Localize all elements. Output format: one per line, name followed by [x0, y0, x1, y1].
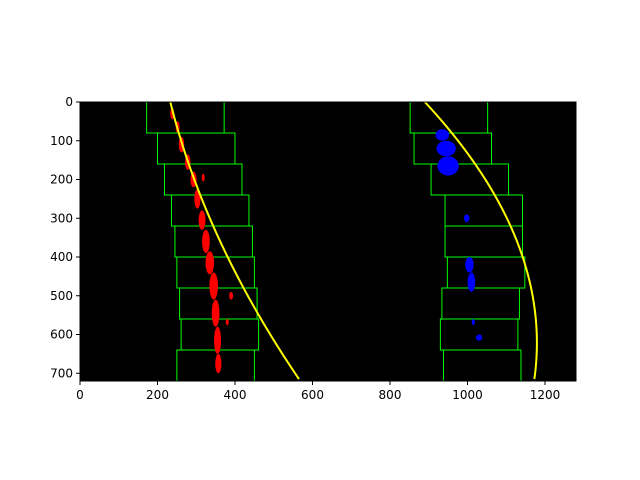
right-lane-pixel-blob [435, 129, 450, 141]
left-lane-pixel-blob [198, 210, 206, 230]
x-tick-label: 800 [379, 388, 402, 402]
x-tick-label: 400 [224, 388, 247, 402]
right-lane-pixel-blob [437, 156, 459, 176]
right-lane-pixel-blob [436, 140, 456, 157]
right-lane-pixel-blob [467, 272, 476, 292]
left-lane-pixel-blob [215, 353, 222, 374]
right-fit-line [424, 101, 538, 380]
x-tick-label: 200 [146, 388, 169, 402]
right-lane-pixel-blob [464, 214, 470, 223]
y-axis: 0 100 200 300 400 500 600 700 [50, 95, 80, 380]
y-tick-label: 700 [50, 366, 73, 380]
y-tick-label: 500 [50, 289, 73, 303]
left-lane-pixel-blob [209, 272, 218, 300]
x-tick-label: 1200 [530, 388, 561, 402]
right-lane-pixel-blob [476, 334, 483, 341]
axes-frame [79, 101, 577, 382]
left-lane-pixel-blob [225, 319, 229, 326]
fit-lines-layer [169, 101, 538, 380]
left-fit-line [169, 101, 300, 380]
y-tick-label: 600 [50, 328, 73, 342]
left-lane-pixel-blob [201, 173, 205, 182]
y-tick-label: 200 [50, 173, 73, 187]
right-lane-pixel-blob [471, 319, 475, 326]
y-tick-label: 0 [65, 95, 73, 109]
plot-area [80, 101, 576, 382]
y-tick-label: 400 [50, 250, 73, 264]
y-tick-label: 100 [50, 134, 73, 148]
x-tick-label: 0 [76, 388, 84, 402]
left-lane-pixel-blob [214, 326, 222, 354]
left-lane-pixel-blob [229, 291, 234, 300]
left-lane-pixel-blob [202, 229, 210, 254]
x-tick-label: 600 [301, 388, 324, 402]
left-lane-pixel-blob [205, 251, 215, 275]
left-lane-pixel-blob [211, 299, 220, 327]
y-tick-label: 300 [50, 211, 73, 225]
axes-background [80, 102, 576, 381]
right-lane-pixel-blob [465, 257, 474, 273]
x-axis: 0 200 400 600 800 1000 1200 [76, 381, 560, 402]
x-tick-label: 1000 [452, 388, 483, 402]
